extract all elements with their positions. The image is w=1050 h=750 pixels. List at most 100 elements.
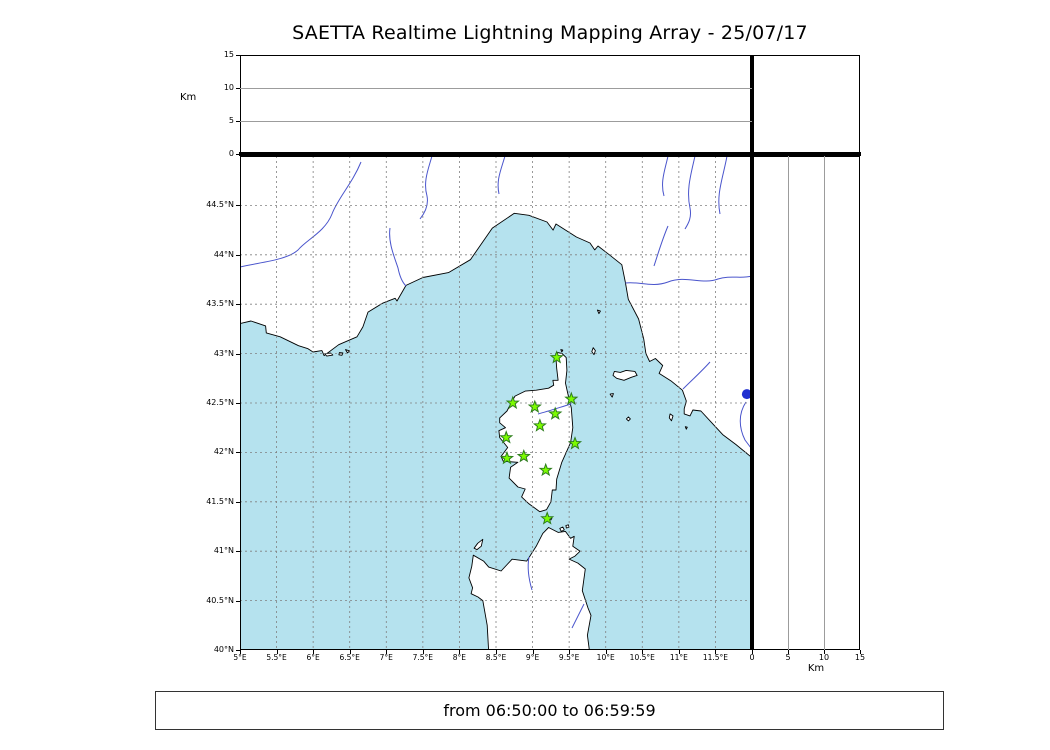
lat-tick-label: 40°N	[213, 645, 234, 654]
tick-mark	[236, 254, 240, 256]
tick-mark	[349, 650, 351, 654]
lon-tick-label: 5.5°E	[266, 653, 287, 662]
station-marker	[499, 430, 514, 444]
coastline-sardinia	[468, 527, 592, 650]
lat-tick-label: 43.5°N	[206, 299, 234, 309]
land-layer	[240, 156, 752, 650]
tick-mark	[236, 650, 240, 651]
river-cedrino	[571, 603, 585, 629]
divider-horizontal	[239, 152, 861, 156]
island-pianosa	[609, 393, 614, 398]
river-trebbia	[684, 156, 696, 230]
map-grid	[240, 156, 752, 650]
tick-mark	[824, 650, 825, 654]
station-marker	[567, 436, 583, 450]
lon-tick-label: 11.5°E	[702, 653, 729, 662]
lon-tick-label: 9.5°E	[558, 653, 580, 662]
island-caprera	[565, 524, 570, 529]
station-marker	[532, 418, 547, 432]
tick-mark	[236, 154, 240, 155]
lon-tick-label: 10.5°E	[629, 653, 655, 662]
altitude-gridline	[788, 156, 789, 650]
tick-mark	[313, 650, 315, 654]
island-giglio	[668, 413, 674, 422]
lat-tick-label: 41°N	[213, 546, 234, 556]
island-gorgona	[596, 309, 601, 315]
tick-mark	[240, 650, 241, 654]
alt-tick-label-top: 0	[228, 149, 234, 158]
station-marker	[499, 450, 515, 465]
alt-tick-label-top: 15	[223, 50, 234, 59]
alt-tick-label-right: 10	[818, 653, 830, 662]
lon-tick-label: 8°E	[452, 653, 467, 662]
map-panel	[240, 156, 752, 650]
tick-mark	[236, 551, 240, 553]
river-coghinas	[527, 556, 533, 591]
tick-mark	[236, 353, 240, 355]
river-durance	[240, 161, 362, 268]
coastline-corsica	[498, 352, 574, 513]
tick-mark	[642, 650, 644, 654]
tick-mark	[236, 205, 240, 207]
island-capraia	[591, 347, 596, 356]
tick-mark	[496, 650, 497, 654]
alt-tick-label-right: 5	[785, 653, 791, 662]
tick-mark	[752, 650, 753, 654]
lon-tick-label: 10°E	[596, 653, 615, 662]
coastline-mainland	[240, 156, 752, 459]
lon-tick-label: 5°E	[233, 653, 247, 662]
tick-mark	[236, 55, 240, 56]
alt-tick-label-right: 15	[854, 653, 866, 662]
lat-tick-label: 43°N	[213, 348, 234, 358]
tick-mark	[236, 121, 240, 122]
river-var	[389, 227, 407, 287]
altitude-longitude-panel	[240, 55, 752, 154]
alt-tick-label-top: 10	[223, 83, 234, 92]
altitude-gridline	[824, 156, 825, 650]
island-giannutri	[684, 426, 688, 430]
river-stura	[497, 156, 506, 195]
lon-tick-label: 6°E	[306, 653, 320, 662]
tick-mark	[236, 403, 240, 404]
tick-mark	[276, 650, 278, 654]
lon-tick-label: 6.5°E	[339, 653, 360, 662]
tick-mark	[678, 650, 680, 654]
island-elba	[612, 369, 638, 381]
divider-vertical	[750, 55, 754, 650]
river-serchio	[653, 225, 669, 267]
lon-tick-label: 9°E	[525, 653, 540, 662]
altitude-latitude-panel	[752, 156, 860, 650]
island-levant	[345, 349, 350, 354]
lon-tick-label: 7°E	[379, 653, 393, 662]
altitude-gridline	[240, 88, 752, 89]
alt-tick-label-right: 0	[749, 653, 755, 662]
tick-mark	[532, 650, 534, 654]
lat-tick-label: 40.5°N	[206, 595, 234, 605]
tick-mark	[236, 501, 240, 503]
river-tiber	[739, 401, 752, 449]
island-montecristo	[625, 416, 631, 422]
tick-mark	[236, 88, 240, 89]
alt-tick-label-top: 5	[228, 116, 234, 125]
station-marker	[527, 399, 542, 413]
island-asinara	[473, 538, 484, 551]
lat-tick-label: 44°N	[213, 249, 234, 259]
lat-tick-label: 42°N	[213, 447, 234, 457]
river-tanaro	[419, 156, 433, 220]
tick-mark	[236, 452, 240, 454]
river-taro	[718, 156, 728, 215]
tick-mark	[236, 304, 240, 306]
tick-mark	[422, 650, 424, 654]
markers	[499, 350, 752, 525]
island-maddalena	[559, 526, 565, 532]
tick-mark	[860, 650, 861, 654]
lon-tick-label: 7.5°E	[412, 653, 434, 662]
tick-mark	[788, 650, 789, 654]
map	[240, 156, 752, 650]
page-title: SAETTA Realtime Lightning Mapping Array …	[292, 22, 808, 44]
time-range-text: from 06:50:00 to 06:59:59	[443, 701, 656, 720]
altitude-axis-label-right: Km	[807, 663, 825, 674]
lon-tick-label: 11°E	[669, 653, 688, 662]
lat-tick-label: 41.5°N	[206, 496, 234, 506]
lake-bolsena-marker	[741, 389, 752, 400]
